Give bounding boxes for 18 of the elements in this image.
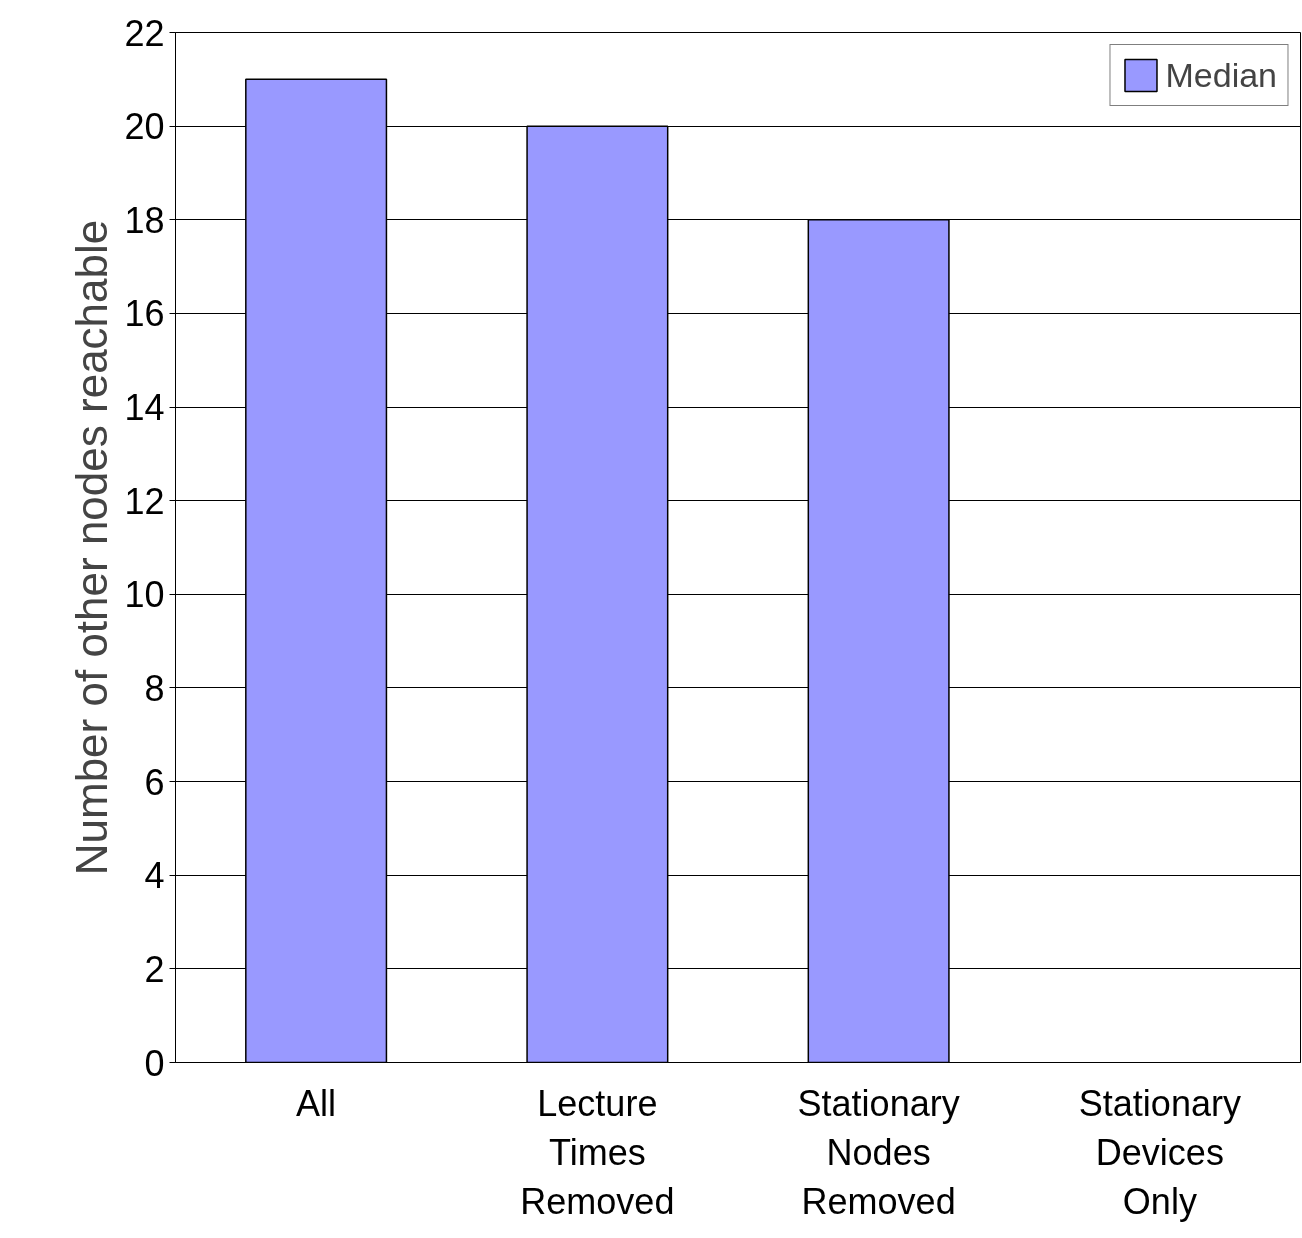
y-tick-label: 22 [124,12,165,54]
y-tick-label: 20 [124,106,165,148]
y-tick-label: 12 [124,480,165,522]
y-axis-title: Number of other nodes reachable [67,219,117,876]
y-tick-label: 14 [124,387,165,429]
x-tick-label: All [296,1082,337,1124]
y-tick-label: 4 [144,855,165,897]
legend-label: Median [1165,55,1277,95]
x-tick-label: Stationary Nodes Removed [797,1082,960,1222]
y-tick-label: 10 [124,574,165,616]
y-tick-label: 8 [144,667,165,709]
y-tick-label: 6 [144,761,165,803]
y-tick-label: 0 [144,1042,165,1084]
y-tick-label: 16 [124,293,165,335]
y-tick-label: 2 [144,948,165,990]
x-tick-label: Stationary Devices Only [1078,1082,1241,1222]
y-tick-label: 18 [124,199,165,241]
x-tick-label: Lecture Times Removed [520,1082,675,1222]
